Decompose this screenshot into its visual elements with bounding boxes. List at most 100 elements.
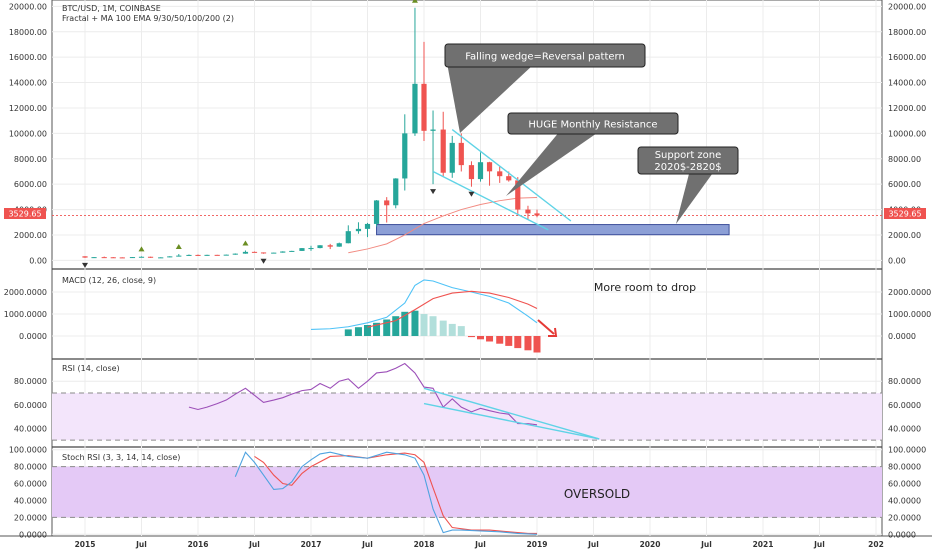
macd-signal-line bbox=[367, 290, 538, 328]
candle-body bbox=[158, 257, 164, 259]
callout-support-text-2: 2020$-2820$ bbox=[654, 162, 721, 173]
macd-note: More room to drop bbox=[594, 281, 696, 294]
stoch-tick-label-left: 0.0000 bbox=[19, 530, 47, 539]
stoch-tick-label-right: 40.0000 bbox=[888, 496, 921, 505]
price-tick-label-right: 2000.00 bbox=[888, 231, 921, 240]
macd-tick-label-left: 2000.0000 bbox=[4, 288, 47, 297]
macd-down-arrow bbox=[537, 319, 558, 337]
stoch-band bbox=[52, 466, 882, 518]
macd-histogram-bar bbox=[457, 326, 465, 336]
macd-histogram-bar bbox=[411, 310, 419, 336]
price-tick-label-left: 12000.00 bbox=[9, 104, 47, 113]
price-label-right-box bbox=[884, 208, 926, 219]
fractal-down-marker bbox=[430, 189, 437, 195]
price-tick-label-left: 0.00 bbox=[29, 256, 47, 265]
price-tick-label-right: 6000.00 bbox=[888, 180, 921, 189]
candle-body bbox=[373, 200, 380, 224]
stoch-tick-label-right: 100.0000 bbox=[888, 446, 926, 455]
callout-wedge-pointer bbox=[447, 63, 533, 133]
macd-histogram-bar bbox=[505, 336, 513, 346]
callout-support-pointer bbox=[676, 170, 715, 224]
time-tick-label: Jul bbox=[361, 540, 373, 549]
macd-histogram-bar bbox=[373, 322, 381, 336]
rsi-tick-label-left: 60.0000 bbox=[14, 401, 47, 410]
price-label-left-box bbox=[4, 208, 46, 219]
stoch-tick-label-right: 0.0000 bbox=[888, 530, 916, 539]
time-tick-label: 2015 bbox=[75, 540, 96, 549]
stoch-tick-label-right: 20.0000 bbox=[888, 513, 921, 522]
candle-body bbox=[223, 254, 229, 256]
candle-body bbox=[129, 257, 136, 259]
macd-tick-label-left: 0.0000 bbox=[19, 332, 47, 341]
macd-histogram-bar bbox=[439, 320, 447, 336]
macd-tick-label-left: 1000.0000 bbox=[4, 310, 47, 319]
fractal-down-marker bbox=[260, 258, 267, 264]
candle-body bbox=[82, 256, 88, 258]
price-tick-label-left: 6000.00 bbox=[14, 180, 47, 189]
macd-line bbox=[310, 279, 538, 330]
candle-body bbox=[412, 83, 418, 134]
candle-body bbox=[421, 83, 427, 131]
macd-histogram-bar bbox=[524, 336, 532, 351]
macd-histogram-bar bbox=[429, 316, 437, 336]
price-tick-label-right: 18000.00 bbox=[888, 28, 926, 37]
candle-body bbox=[101, 257, 107, 259]
stoch-k-line bbox=[234, 451, 538, 535]
rsi-trend-upper bbox=[423, 387, 600, 440]
rsi-line bbox=[188, 362, 538, 426]
rsi-tick-label-left: 80.0000 bbox=[14, 377, 47, 386]
price-tick-label-left: 18000.00 bbox=[9, 28, 47, 37]
callout-support-box bbox=[637, 146, 739, 175]
time-tick-label: Jul bbox=[700, 540, 712, 549]
macd-histogram-bar bbox=[467, 336, 475, 338]
candle-body bbox=[440, 129, 446, 173]
time-tick-label: 2020 bbox=[640, 540, 661, 549]
price-tick-label-right: 12000.00 bbox=[888, 104, 926, 113]
fractal-down-marker bbox=[468, 191, 475, 197]
callout-resistance-box bbox=[507, 112, 679, 135]
stoch-tick-label-right: 60.0000 bbox=[888, 480, 921, 489]
candle-body bbox=[232, 253, 238, 255]
candle-body bbox=[242, 251, 249, 254]
candle-body bbox=[430, 129, 436, 131]
time-tick-label: Jul bbox=[248, 540, 260, 549]
rsi-tick-label-right: 40.0000 bbox=[888, 424, 921, 433]
fractal-up-marker bbox=[242, 240, 249, 246]
candle-body bbox=[110, 257, 116, 259]
macd-histogram-bar bbox=[364, 325, 371, 336]
time-tick-label: 2021 bbox=[753, 540, 774, 549]
callout-resistance-text: HUGE Monthly Resistance bbox=[528, 120, 657, 131]
macd-histogram-bar bbox=[514, 336, 522, 349]
macd-tick-label-right: 1000.0000 bbox=[888, 310, 931, 319]
candle-body bbox=[384, 200, 390, 206]
candle-body bbox=[176, 255, 182, 257]
time-tick-label: 2018 bbox=[414, 540, 435, 549]
price-tick-label-right: 20000.00 bbox=[888, 2, 926, 11]
candle-body bbox=[167, 256, 173, 258]
callout-wedge: Falling wedge=Reversal pattern bbox=[444, 43, 646, 133]
time-tick-label: Jul bbox=[135, 540, 147, 549]
fractal-down-marker bbox=[82, 262, 88, 268]
stoch-tick-label-left: 20.0000 bbox=[14, 513, 47, 522]
macd-histogram-bar bbox=[420, 314, 428, 336]
rsi-tick-label-right: 80.0000 bbox=[888, 377, 921, 386]
stoch-rsi-panel bbox=[234, 451, 538, 535]
arrow-head bbox=[548, 327, 558, 337]
stoch-tick-label-left: 60.0000 bbox=[14, 480, 47, 489]
candle-body bbox=[525, 209, 531, 214]
price-tick-label-right: 8000.00 bbox=[888, 155, 921, 164]
price-tick-label-right: 14000.00 bbox=[888, 79, 926, 88]
time-tick-label: 2019 bbox=[527, 540, 548, 549]
candle-body bbox=[147, 256, 154, 258]
macd-histogram-bar bbox=[392, 316, 400, 336]
price-label-left: 3529.65 bbox=[8, 210, 41, 219]
candle-body bbox=[214, 254, 220, 256]
wedge-lower-line bbox=[432, 170, 549, 231]
stoch-tick-label-right: 80.0000 bbox=[888, 463, 921, 472]
rsi-trend-lower bbox=[423, 402, 600, 440]
candle-body bbox=[91, 257, 97, 259]
price-tick-label-right: 10000.00 bbox=[888, 129, 926, 138]
candle-body bbox=[477, 162, 484, 180]
candle-body bbox=[289, 250, 295, 252]
candle-body bbox=[336, 243, 342, 247]
